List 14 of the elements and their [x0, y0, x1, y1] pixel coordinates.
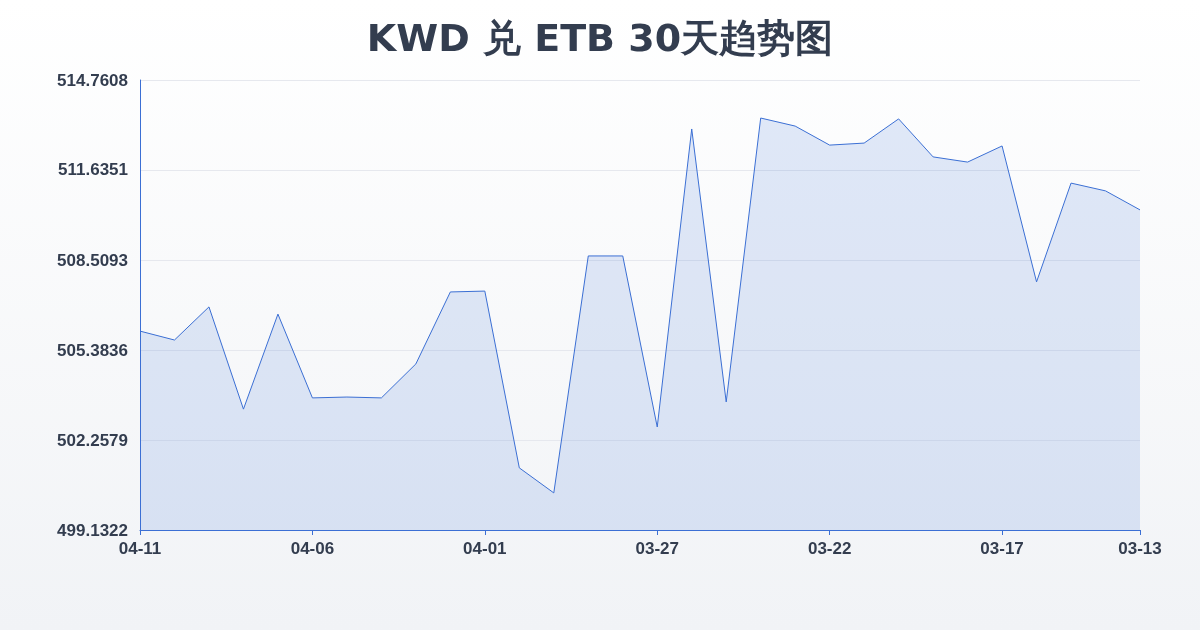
y-tick-label: 499.1322 [57, 520, 128, 540]
x-tick-label: 04-06 [290, 539, 335, 558]
x-tick-label: 03-13 [1118, 539, 1162, 558]
x-tick-label: 04-11 [118, 539, 162, 558]
x-tick-label: 04-01 [463, 539, 507, 558]
y-tick-label: 505.3836 [57, 340, 128, 360]
y-tick-label: 514.7608 [57, 70, 128, 90]
x-tick-label: 03-17 [980, 539, 1024, 558]
y-tick-label: 502.2579 [57, 430, 128, 450]
x-tick-label: 03-27 [635, 539, 679, 558]
y-tick-label: 508.5093 [57, 250, 128, 270]
y-tick-label: 511.6351 [58, 160, 128, 180]
chart-title: KWD 兑 ETB 30天趋势图 [366, 16, 834, 60]
x-tick-label: 03-22 [807, 539, 852, 558]
